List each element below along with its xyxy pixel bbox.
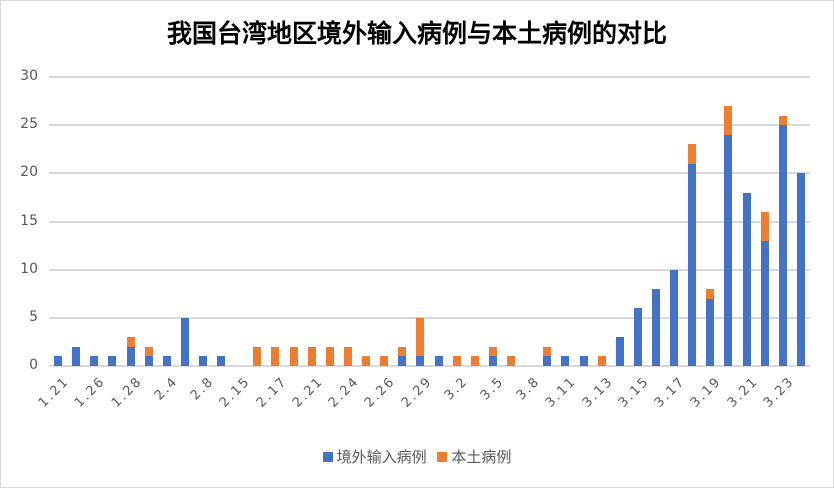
bar-local[interactable] (398, 346, 407, 357)
legend-label-imported: 境外输入病例 (336, 448, 427, 466)
bar-local[interactable] (325, 346, 334, 366)
legend-swatch-imported (322, 451, 333, 462)
bar-imported[interactable] (90, 356, 99, 366)
y-tick-label: 20 (20, 164, 38, 181)
bar-imported[interactable] (778, 125, 787, 366)
bar-local[interactable] (488, 346, 497, 357)
bar-local[interactable] (507, 356, 516, 366)
bar-local[interactable] (343, 346, 352, 366)
y-tick-label: 10 (20, 260, 38, 277)
gridline (49, 316, 810, 319)
legend: 境外输入病例 本土病例 (0, 446, 834, 467)
bar-imported[interactable] (615, 337, 624, 366)
bar-imported[interactable] (108, 356, 117, 366)
bar-imported[interactable] (416, 356, 425, 366)
gridline (49, 365, 810, 367)
bar-local[interactable] (597, 356, 606, 366)
bar-local[interactable] (289, 346, 298, 366)
bar-local[interactable] (724, 105, 733, 135)
bar-local[interactable] (362, 356, 371, 366)
y-tick-label: 30 (20, 68, 38, 84)
y-tick-label: 15 (20, 212, 38, 229)
legend-item-local[interactable]: 本土病例 (437, 446, 511, 467)
bar-imported[interactable] (398, 356, 407, 366)
bar-imported[interactable] (488, 356, 497, 366)
y-tick-label: 0 (29, 357, 38, 373)
bar-imported[interactable] (54, 356, 63, 366)
bar-local[interactable] (706, 288, 715, 299)
y-tick-label: 25 (20, 116, 38, 133)
bar-imported[interactable] (651, 288, 660, 366)
gridline (49, 76, 810, 78)
bar-imported[interactable] (561, 356, 570, 366)
bar-local[interactable] (271, 346, 280, 366)
bar-imported[interactable] (724, 134, 733, 366)
y-tick-label: 5 (29, 308, 38, 325)
legend-label-local: 本土病例 (451, 448, 512, 466)
bar-local[interactable] (778, 115, 787, 126)
bar-local[interactable] (688, 144, 697, 164)
bar-imported[interactable] (796, 173, 805, 366)
bar-imported[interactable] (760, 240, 769, 366)
bar-imported[interactable] (579, 356, 588, 366)
bar-imported[interactable] (633, 308, 642, 366)
bar-local[interactable] (416, 317, 425, 357)
gridline (49, 268, 810, 271)
legend-swatch-local (437, 451, 448, 462)
legend-item-imported[interactable]: 境外输入病例 (322, 446, 427, 467)
gridline (49, 172, 810, 175)
bar-imported[interactable] (162, 356, 171, 366)
bar-imported[interactable] (180, 317, 189, 366)
plot-area (49, 76, 810, 367)
gridline (49, 220, 810, 223)
bar-imported[interactable] (72, 346, 81, 366)
bar-imported[interactable] (688, 163, 697, 366)
bar-local[interactable] (380, 356, 389, 366)
bar-local[interactable] (543, 346, 552, 357)
bar-local[interactable] (760, 211, 769, 241)
bar-local[interactable] (253, 346, 262, 366)
bar-imported[interactable] (434, 356, 443, 366)
bar-imported[interactable] (144, 356, 153, 366)
bar-imported[interactable] (742, 192, 751, 366)
chart-title: 我国台湾地区境外输入病例与本土病例的对比 (166, 19, 667, 48)
bar-imported[interactable] (199, 356, 207, 366)
gridline (49, 124, 810, 127)
bar-local[interactable] (144, 346, 153, 357)
bar-local[interactable] (452, 356, 461, 366)
bar-imported[interactable] (543, 356, 552, 366)
bar-imported[interactable] (670, 269, 679, 366)
bar-local[interactable] (126, 337, 135, 347)
bar-imported[interactable] (217, 356, 226, 366)
bar-local[interactable] (307, 346, 316, 366)
bar-local[interactable] (470, 356, 479, 366)
bar-imported[interactable] (126, 346, 135, 366)
bar-imported[interactable] (706, 298, 715, 366)
